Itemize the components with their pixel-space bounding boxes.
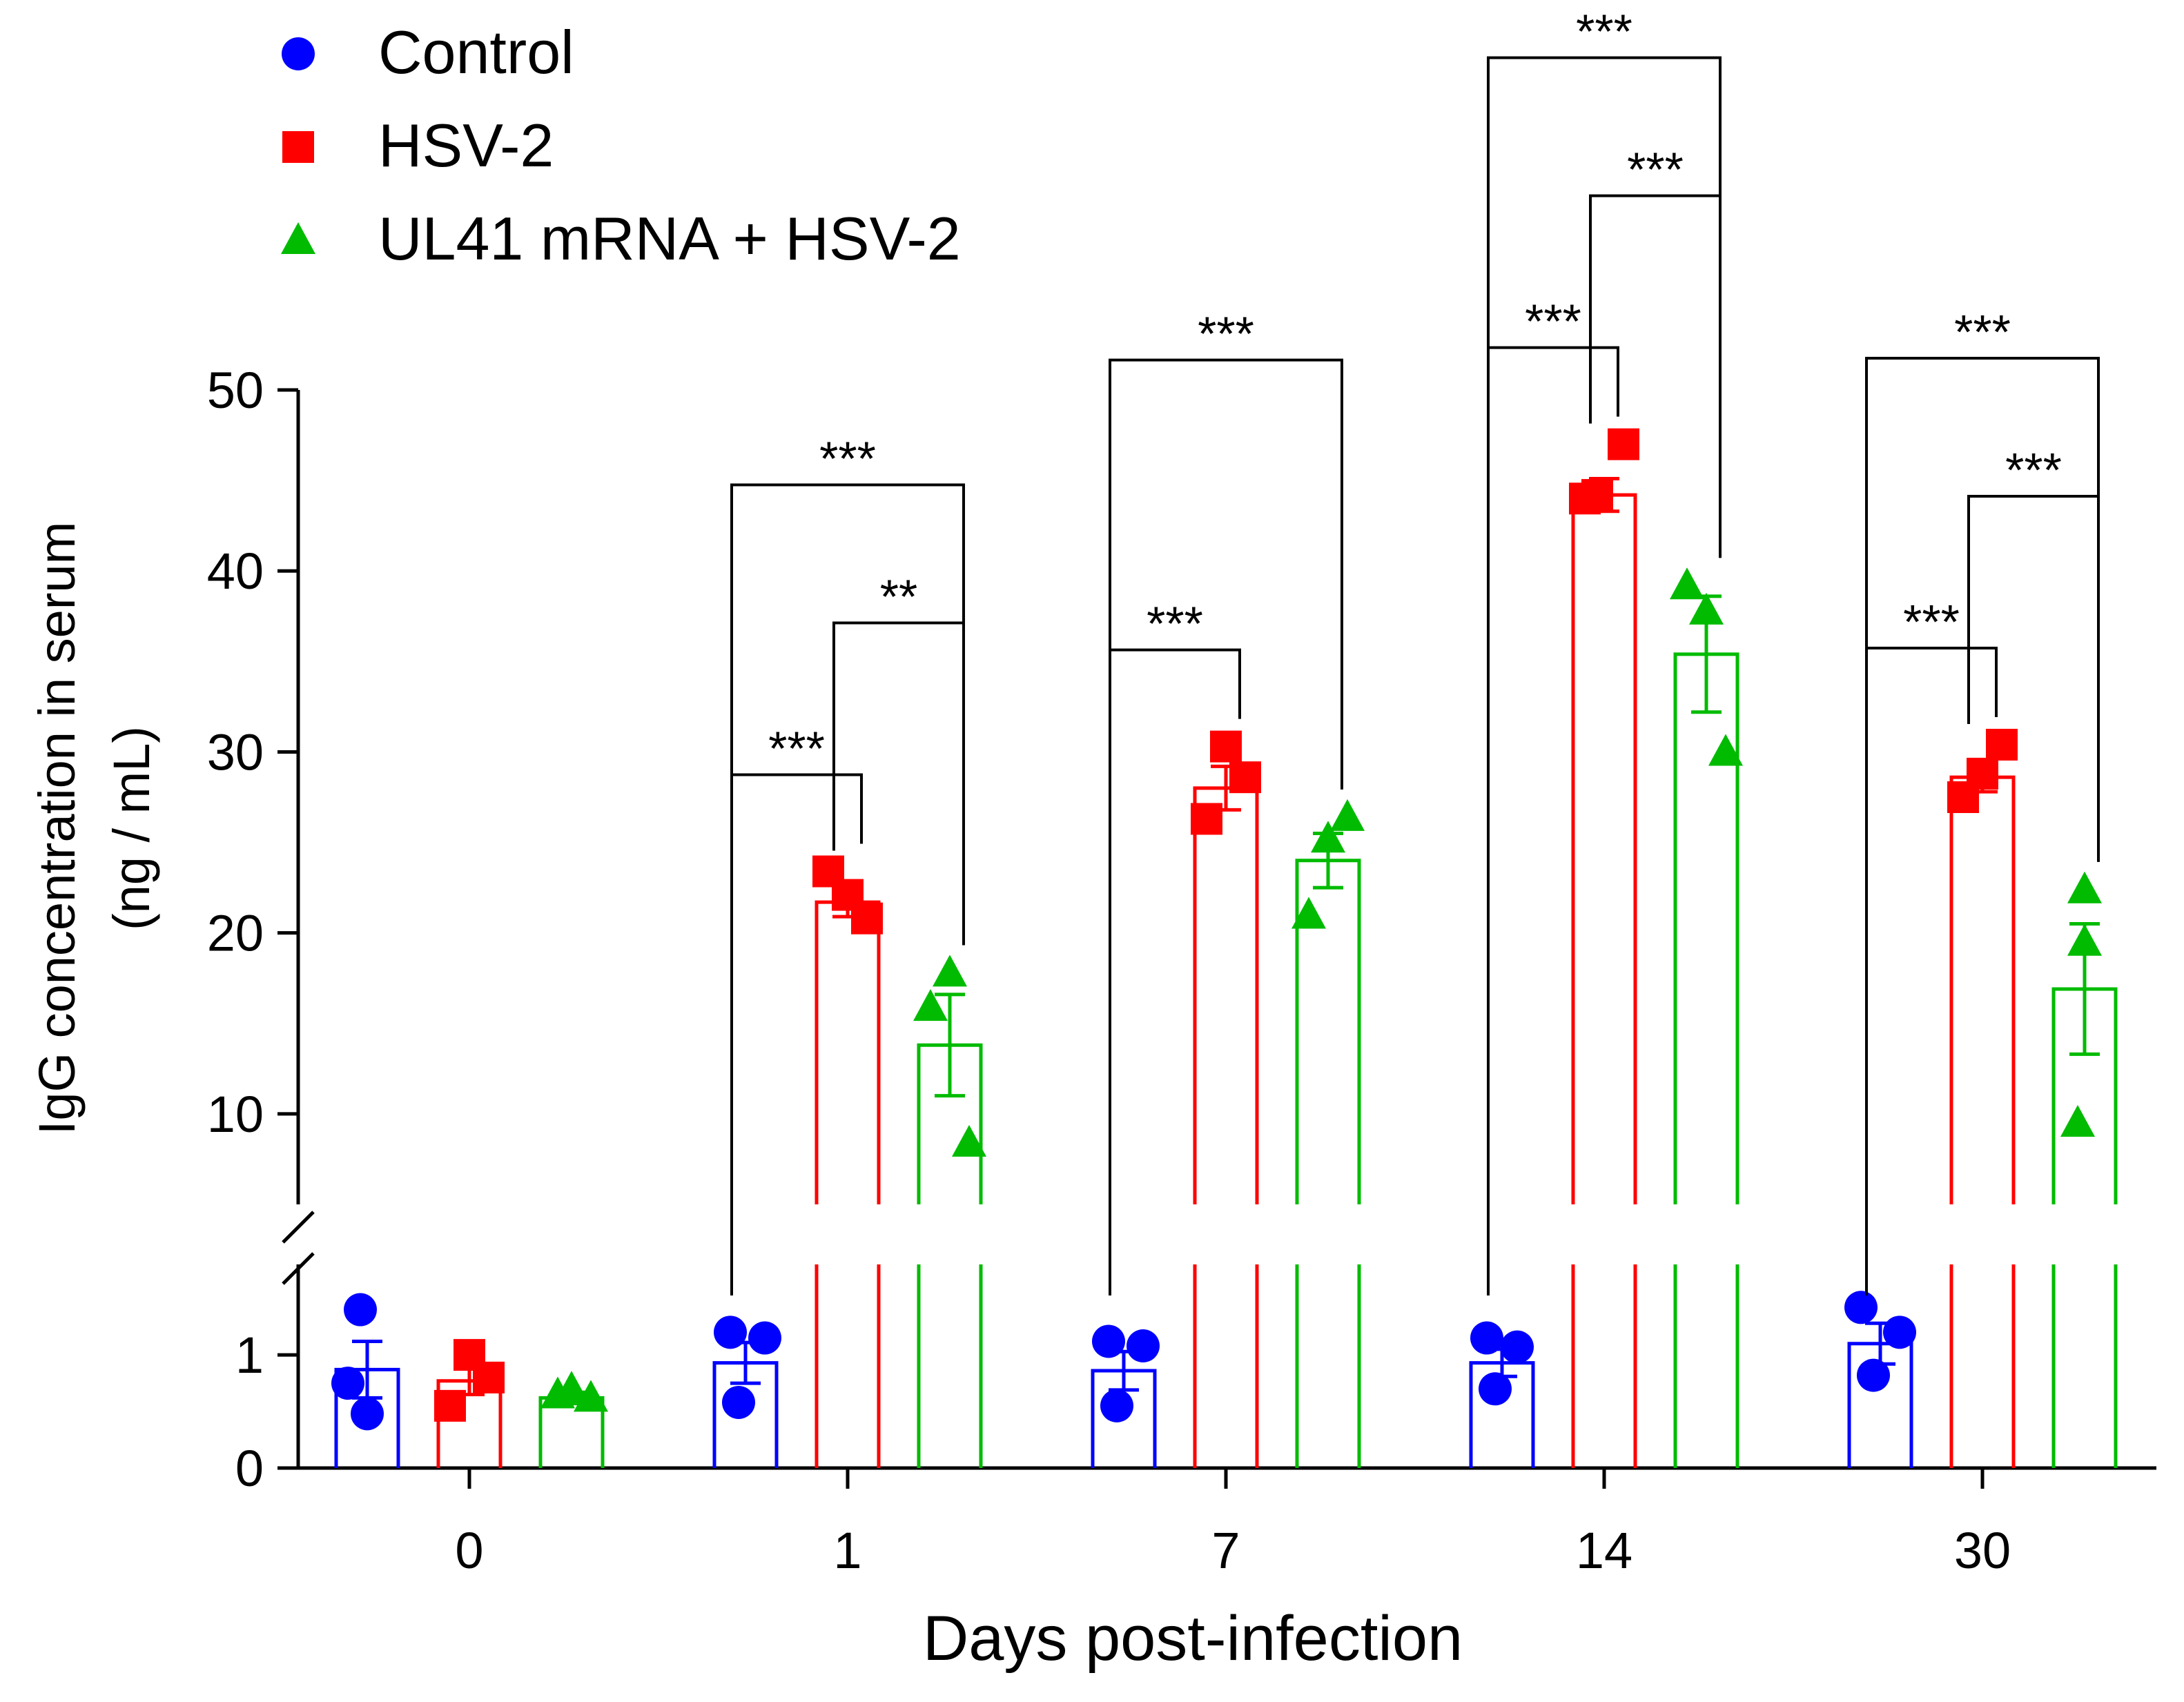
bar-triangle <box>1295 859 1361 1468</box>
y-tick-label: 40 <box>207 542 264 600</box>
data-point-circle <box>1857 1358 1890 1392</box>
y-tick-label: 10 <box>207 1086 264 1143</box>
data-point-triangle <box>1708 734 1743 766</box>
data-point-circle <box>714 1315 747 1349</box>
data-point-square <box>1569 482 1601 515</box>
data-point-triangle <box>1330 799 1365 831</box>
legend-label: HSV-2 <box>378 111 554 179</box>
data-point-square <box>434 1389 466 1422</box>
significance-label: *** <box>2005 443 2062 497</box>
significance-label: *** <box>1627 143 1684 197</box>
data-point-triangle <box>1291 897 1326 929</box>
significance-bracket <box>1487 56 1722 1225</box>
significance-bracket <box>1967 494 2100 862</box>
x-axis-label: Days post-infection <box>923 1603 1463 1674</box>
data-point-circle <box>1883 1315 1916 1349</box>
data-point-triangle <box>2060 1105 2095 1137</box>
significance-label: *** <box>768 722 825 776</box>
data-point-circle <box>748 1321 781 1355</box>
data-point-triangle <box>933 955 967 987</box>
bar-triangle <box>2051 987 2118 1468</box>
axis-break-mark <box>282 1252 315 1285</box>
significance-label: *** <box>1903 595 1960 649</box>
significance-label: ** <box>880 570 917 624</box>
data-point-circle <box>1092 1324 1125 1358</box>
x-tick-label: 30 <box>1954 1522 2011 1579</box>
data-point-triangle <box>2067 871 2102 903</box>
significance-bracket <box>1109 358 1343 1225</box>
legend-marker-square <box>282 131 314 163</box>
axis-break-mark <box>282 1211 315 1244</box>
legend-marker-triangle <box>281 222 315 254</box>
significance-label: *** <box>1576 5 1632 59</box>
data-point-circle <box>1844 1291 1878 1324</box>
x-tick-label: 7 <box>1211 1522 1240 1579</box>
data-point-square <box>1986 728 2018 761</box>
y-tick-label: 50 <box>207 362 264 419</box>
x-tick-label: 1 <box>833 1522 861 1579</box>
significance-bracket <box>1865 356 2100 1225</box>
data-point-circle <box>331 1367 364 1400</box>
data-point-triangle <box>1311 821 1345 853</box>
significance-label: *** <box>1525 295 1581 349</box>
data-point-triangle <box>574 1380 608 1412</box>
data-point-square <box>1210 730 1242 763</box>
points-layer <box>331 428 2102 1431</box>
legend: Control HSV-2 UL41 mRNA + HSV-2 <box>281 18 961 273</box>
bar-square <box>1193 786 1259 1468</box>
data-point-triangle <box>2067 923 2102 956</box>
data-point-circle <box>722 1385 755 1419</box>
significance-label: *** <box>1147 597 1203 651</box>
data-point-square <box>851 902 883 935</box>
x-tick-label: 0 <box>455 1522 483 1579</box>
data-point-triangle <box>1689 592 1724 625</box>
bar-triangle <box>1673 652 1739 1468</box>
data-point-circle <box>1479 1372 1512 1406</box>
data-point-triangle <box>952 1124 986 1157</box>
data-point-square <box>1229 761 1261 794</box>
bar-square <box>1949 775 2016 1468</box>
bars-layer <box>334 476 2118 1468</box>
data-point-circle <box>351 1397 384 1431</box>
x-tick-label: 14 <box>1576 1522 1632 1579</box>
data-point-triangle <box>554 1371 589 1403</box>
y-tick-label: 1 <box>235 1327 264 1384</box>
data-point-circle <box>1100 1389 1133 1422</box>
data-point-square <box>1947 781 1979 813</box>
y-tick-label: 0 <box>235 1440 264 1497</box>
data-point-square <box>1191 803 1222 835</box>
data-point-square <box>1608 428 1639 460</box>
bar-square <box>815 900 881 1468</box>
legend-marker-circle <box>282 37 315 70</box>
data-point-square <box>473 1361 505 1393</box>
annotations-layer: ************** ****************** <box>730 5 2100 1295</box>
significance-label: *** <box>1198 307 1254 361</box>
data-point-circle <box>1127 1329 1160 1362</box>
significance-bracket <box>730 773 863 1295</box>
legend-label: UL41 mRNA + HSV-2 <box>378 204 961 273</box>
y-axis-units-label: (ng / mL) <box>103 726 160 930</box>
y-tick-label: 30 <box>207 723 264 781</box>
significance-label: *** <box>1954 305 2011 359</box>
y-axis-label: IgG concentration in serum <box>28 522 86 1135</box>
significance-bracket <box>1865 646 1998 1295</box>
significance-bracket <box>730 483 965 1225</box>
legend-label: Control <box>378 18 574 86</box>
data-point-circle <box>344 1293 377 1327</box>
significance-label: *** <box>819 432 876 486</box>
bar-triangle <box>917 1043 983 1468</box>
data-point-triangle <box>1670 567 1704 600</box>
axes-layer: 0 1 10 20 30 40 50 0 1 7 14 30 <box>207 362 2156 1579</box>
bar-square <box>1571 493 1637 1468</box>
data-point-triangle <box>913 989 948 1021</box>
data-point-circle <box>1470 1321 1503 1355</box>
y-tick-label: 20 <box>207 905 264 962</box>
data-point-circle <box>1501 1330 1534 1364</box>
